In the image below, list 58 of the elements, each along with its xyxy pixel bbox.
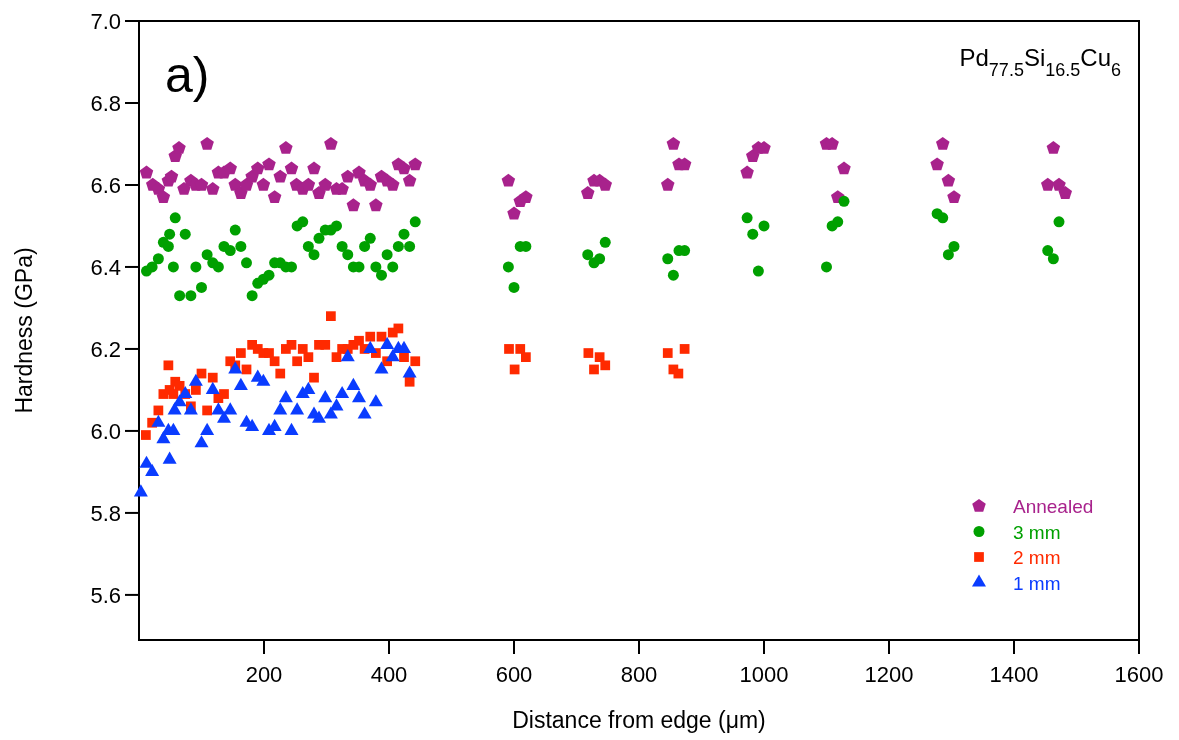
x-tick-label: 600 xyxy=(495,662,533,687)
point xyxy=(273,402,288,415)
point xyxy=(278,390,293,403)
legend-label: 2 mm xyxy=(1013,547,1061,568)
y-axis-title: Hardness (GPa) xyxy=(11,247,37,414)
y-tick-label: 5.8 xyxy=(90,500,121,526)
legend-label: 1 mm xyxy=(1013,572,1061,594)
point xyxy=(312,410,327,423)
point xyxy=(385,349,400,362)
point xyxy=(223,402,238,415)
point xyxy=(402,365,417,378)
point xyxy=(245,418,260,431)
point xyxy=(194,435,209,448)
y-tick-label: 6.4 xyxy=(90,254,121,280)
y-tick-label: 7.0 xyxy=(90,9,121,34)
point xyxy=(178,385,193,399)
x-tick-label: 1200 xyxy=(864,662,914,687)
point xyxy=(329,398,344,411)
point xyxy=(188,373,203,386)
point xyxy=(363,340,378,353)
point xyxy=(318,390,333,403)
y-tick-label: 6.0 xyxy=(90,418,121,444)
point xyxy=(151,414,166,427)
legend-label: 3 mm xyxy=(1013,521,1061,543)
x-axis-title: Distance from edge (μm) xyxy=(512,707,766,733)
point xyxy=(380,336,395,349)
point xyxy=(352,390,367,403)
point xyxy=(162,451,177,464)
point xyxy=(200,422,215,435)
y-tick-label: 6.8 xyxy=(90,90,121,116)
point xyxy=(205,381,220,394)
x-tick-label: 400 xyxy=(370,662,408,687)
point xyxy=(145,463,160,476)
annotation: Pd$_{77.5}$Si$_{16.5}$Cu$_{6}$ xyxy=(959,44,1121,80)
point xyxy=(374,361,389,374)
point xyxy=(256,373,271,386)
point xyxy=(133,484,148,497)
point xyxy=(323,406,338,419)
point xyxy=(346,377,361,390)
x-tick-label: 800 xyxy=(620,662,658,687)
point xyxy=(335,385,350,399)
point xyxy=(368,394,383,407)
y-tick-label: 5.6 xyxy=(90,582,121,608)
point xyxy=(357,406,372,419)
point xyxy=(284,422,299,435)
x-tick-label: 1000 xyxy=(739,662,789,687)
y-tick-label: 6.2 xyxy=(90,336,121,362)
annotation: a) xyxy=(165,47,210,103)
point xyxy=(290,402,305,415)
y-tick-label: 6.6 xyxy=(90,172,121,198)
x-tick-label: 1400 xyxy=(989,662,1039,687)
point xyxy=(217,410,232,423)
point xyxy=(233,377,248,390)
x-tick-label: 1600 xyxy=(1114,662,1164,687)
x-tick-label: 200 xyxy=(245,662,283,687)
legend-label: Annealed xyxy=(1013,496,1094,517)
point xyxy=(139,455,154,468)
point xyxy=(340,349,355,362)
